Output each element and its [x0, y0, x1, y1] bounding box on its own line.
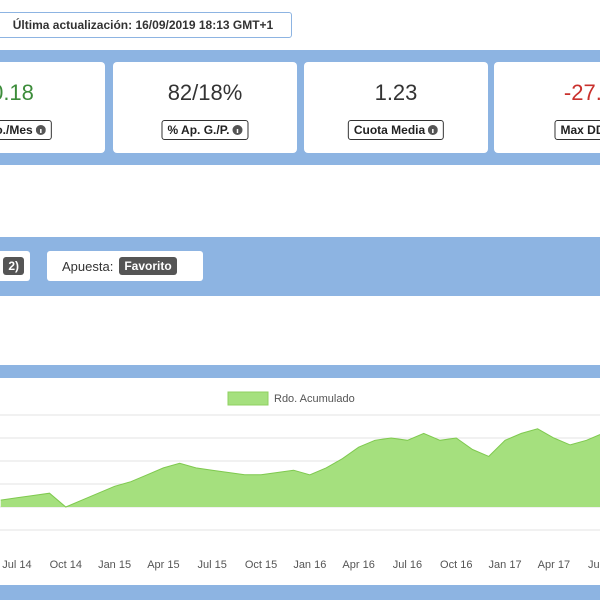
info-icon: [35, 125, 46, 135]
x-tick-label: Jul 15: [198, 559, 227, 571]
x-tick-label: Jul 14: [2, 559, 31, 571]
chart: Jul 14 Oct 14 Jan 15 Apr 15 Jul 15 Oct 15 Jan …: [0, 391, 600, 571]
area-line: [0, 428, 600, 508]
x-tick-label: Jul 17: [588, 559, 600, 571]
x-tick-label: Oct 15: [245, 559, 277, 571]
stat-label-text: Cuota Media: [353, 123, 426, 137]
stat-label: Rdo./Mes: [0, 120, 52, 140]
x-tick-label: Jan 17: [489, 559, 522, 571]
x-tick-label: Jul 16: [393, 559, 422, 571]
stat-label-text: % Ap. G./P.: [167, 123, 230, 137]
stat-label: % Ap. G./P.: [161, 120, 249, 140]
stat-value: 0.18: [0, 80, 34, 105]
x-tick-label: Oct 14: [50, 559, 82, 571]
info-icon: [428, 125, 439, 135]
info-icon: [232, 125, 243, 135]
stat-value: -27.9: [563, 80, 600, 105]
chart-band: [0, 365, 600, 378]
legend-label: Rdo. Acumulado: [274, 393, 355, 405]
stat-label-text: Rdo./Mes: [0, 123, 33, 137]
stat-label-text: Max DD: [560, 123, 600, 137]
filter-badge: Favorito: [119, 257, 177, 275]
filter-label: Apuesta:: [62, 258, 114, 274]
stat-card: 82/18% % Ap. G./P.: [113, 62, 297, 153]
x-tick-label: Apr 15: [147, 559, 179, 571]
stat-label: Cuota Media: [347, 120, 445, 140]
last-update: Última actualización: 16/09/2019 18:13 G…: [0, 12, 292, 38]
stat-value: 82/18%: [167, 80, 243, 105]
x-tick-label: Oct 16: [440, 559, 472, 571]
filter-badge: 2): [3, 257, 24, 275]
stat-card: 0.18 Rdo./Mes: [0, 62, 105, 153]
legend-swatch: [227, 391, 269, 406]
x-tick-label: Apr 16: [342, 559, 374, 571]
filter-box[interactable]: 2): [0, 251, 30, 281]
chart-band: [0, 585, 600, 600]
filter-box[interactable]: Apuesta: Favorito: [47, 251, 203, 281]
x-tick-label: Jan 15: [98, 559, 131, 571]
x-tick-label: Apr 17: [538, 559, 570, 571]
stat-card: 1.23 Cuota Media: [304, 62, 488, 153]
stat-value: 1.23: [374, 80, 418, 105]
stat-card: -27.9 Max DD: [494, 62, 600, 153]
x-tick-label: Jan 16: [293, 559, 326, 571]
stat-label: Max DD: [554, 120, 600, 140]
area: [0, 428, 600, 507]
